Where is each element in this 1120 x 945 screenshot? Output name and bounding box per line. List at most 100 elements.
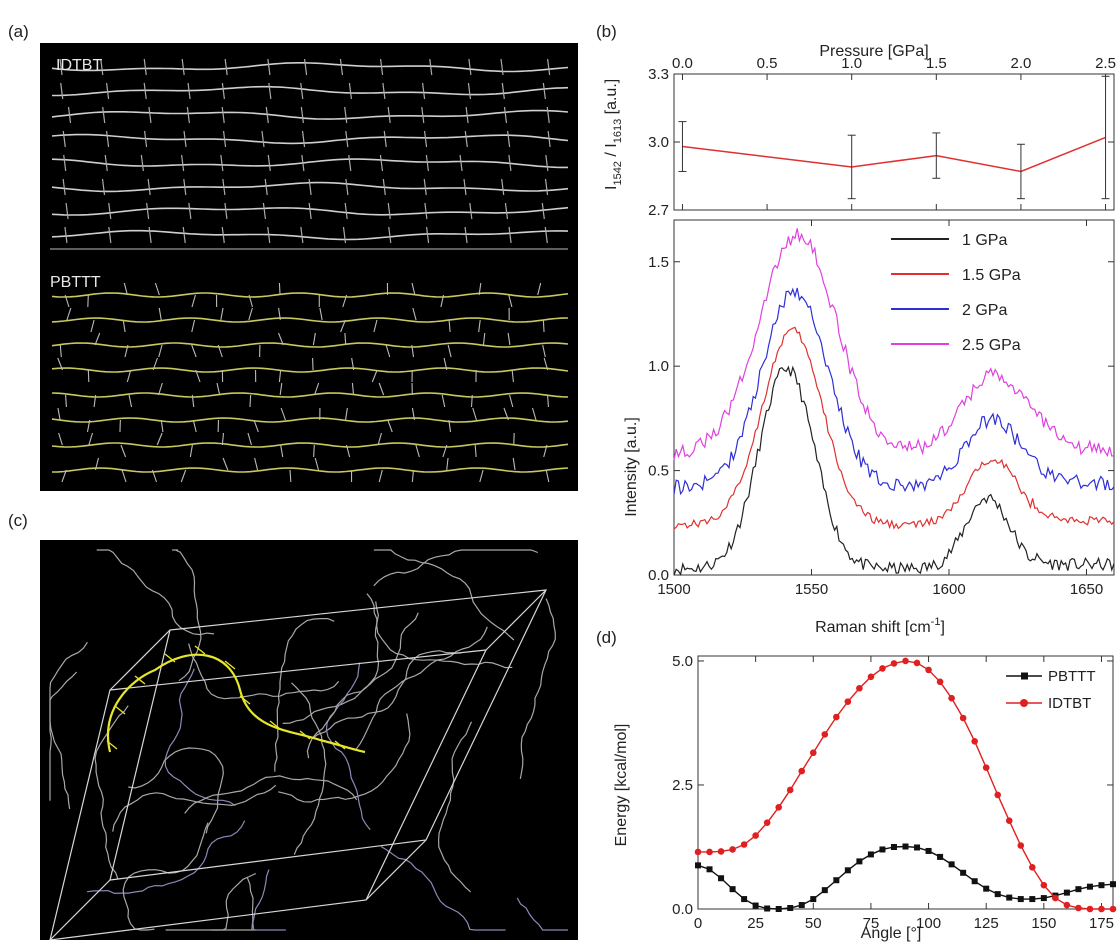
energy-line: [697, 845, 1114, 910]
side-chain: [57, 357, 64, 371]
side-chain: [264, 178, 268, 196]
legend-entry: IDTBT: [1048, 695, 1091, 712]
energy-point: [983, 885, 990, 892]
polymer-chain: [96, 549, 215, 636]
side-chain: [220, 154, 224, 172]
side-chain: [64, 226, 68, 244]
side-chain: [220, 307, 224, 321]
energy-point: [787, 905, 794, 912]
energy-point: [1029, 864, 1036, 871]
side-chain: [147, 178, 151, 196]
energy-point: [1075, 886, 1082, 893]
side-chain: [425, 154, 429, 172]
side-chain: [265, 106, 269, 124]
side-chain: [387, 106, 391, 124]
side-chain: [186, 106, 190, 124]
energy-point: [925, 666, 932, 674]
energy-point: [913, 659, 921, 667]
side-chain: [547, 58, 551, 76]
x-tick-label: 1.5: [926, 55, 947, 72]
side-chain: [308, 202, 312, 220]
side-chain: [122, 319, 126, 333]
side-chain: [459, 154, 463, 172]
polymer-chain: [278, 713, 411, 803]
side-chain: [191, 294, 196, 308]
side-chain: [545, 154, 549, 172]
side-chain: [345, 130, 349, 148]
side-chain: [546, 106, 550, 124]
side-chain: [180, 469, 187, 483]
energy-point: [798, 767, 806, 775]
raman-y-axis-label: Intensity [a.u.]: [623, 417, 640, 517]
side-chain: [388, 226, 392, 244]
side-chain: [59, 344, 62, 358]
side-chain: [373, 319, 378, 333]
side-chain: [300, 106, 304, 124]
side-chain: [120, 444, 127, 458]
side-chain: [183, 178, 187, 196]
side-chain: [509, 394, 514, 408]
polymer-chain: [380, 845, 506, 931]
energy-point: [902, 657, 909, 665]
box-edge: [49, 879, 111, 941]
side-chain: [424, 202, 428, 220]
side-chain: [479, 469, 484, 483]
side-chain: [152, 357, 158, 371]
legend-entry: 1 GPa: [962, 232, 1007, 249]
y-tick-label: 0.0: [648, 567, 669, 584]
energy-point: [821, 887, 828, 894]
energy-point: [914, 844, 921, 851]
polymer-chain: [519, 598, 556, 780]
energy-point: [798, 902, 805, 909]
side-chain: [216, 382, 221, 396]
side-chain: [65, 394, 67, 408]
x-tick-label: 0.5: [757, 55, 778, 72]
energy-point: [982, 764, 990, 771]
side-chain: [411, 344, 415, 358]
energy-point: [1109, 905, 1117, 913]
side-chain: [105, 82, 110, 100]
side-chain: [423, 178, 427, 196]
plot-frame: [697, 655, 1114, 910]
energy-point: [902, 843, 909, 850]
side-chain: [278, 369, 282, 383]
side-chain: [443, 357, 448, 371]
side-chain: [160, 419, 164, 433]
energy-point: [879, 665, 886, 672]
side-chain: [448, 419, 452, 433]
side-chain: [303, 58, 308, 76]
polymer-chain: [291, 682, 327, 855]
side-chain: [248, 294, 253, 308]
side-chain: [217, 344, 223, 358]
box-edge: [365, 839, 427, 901]
idtbt-chain: [51, 133, 569, 145]
energy-point: [764, 905, 771, 912]
side-chain: [482, 332, 486, 346]
y-tick-label: 0.5: [648, 463, 669, 480]
y-tick-label: 1.0: [648, 358, 669, 375]
side-chain: [543, 357, 549, 371]
side-chain: [348, 82, 353, 100]
side-chain: [221, 226, 225, 244]
side-chain: [222, 130, 227, 148]
polymer-chain: [252, 869, 286, 931]
side-chain: [158, 344, 163, 358]
side-chain: [262, 202, 267, 220]
plot-frame: [673, 73, 1115, 211]
energy-point: [1075, 904, 1082, 912]
highlighted-side-chain: [269, 720, 281, 730]
polymer-chain: [49, 641, 88, 809]
side-chain: [280, 407, 286, 421]
y-tick-label: 0.0: [672, 901, 693, 918]
side-chain: [278, 282, 281, 296]
side-chain: [67, 106, 72, 124]
energy-point: [994, 891, 1001, 898]
energy-x-axis-label: Angle [°]: [861, 925, 922, 942]
side-chain: [300, 82, 304, 100]
side-chain: [474, 444, 477, 458]
box-edge: [49, 649, 488, 941]
side-chain: [441, 394, 446, 408]
polymer-chain: [122, 822, 209, 931]
side-chain: [411, 469, 415, 483]
side-chain: [254, 457, 259, 471]
